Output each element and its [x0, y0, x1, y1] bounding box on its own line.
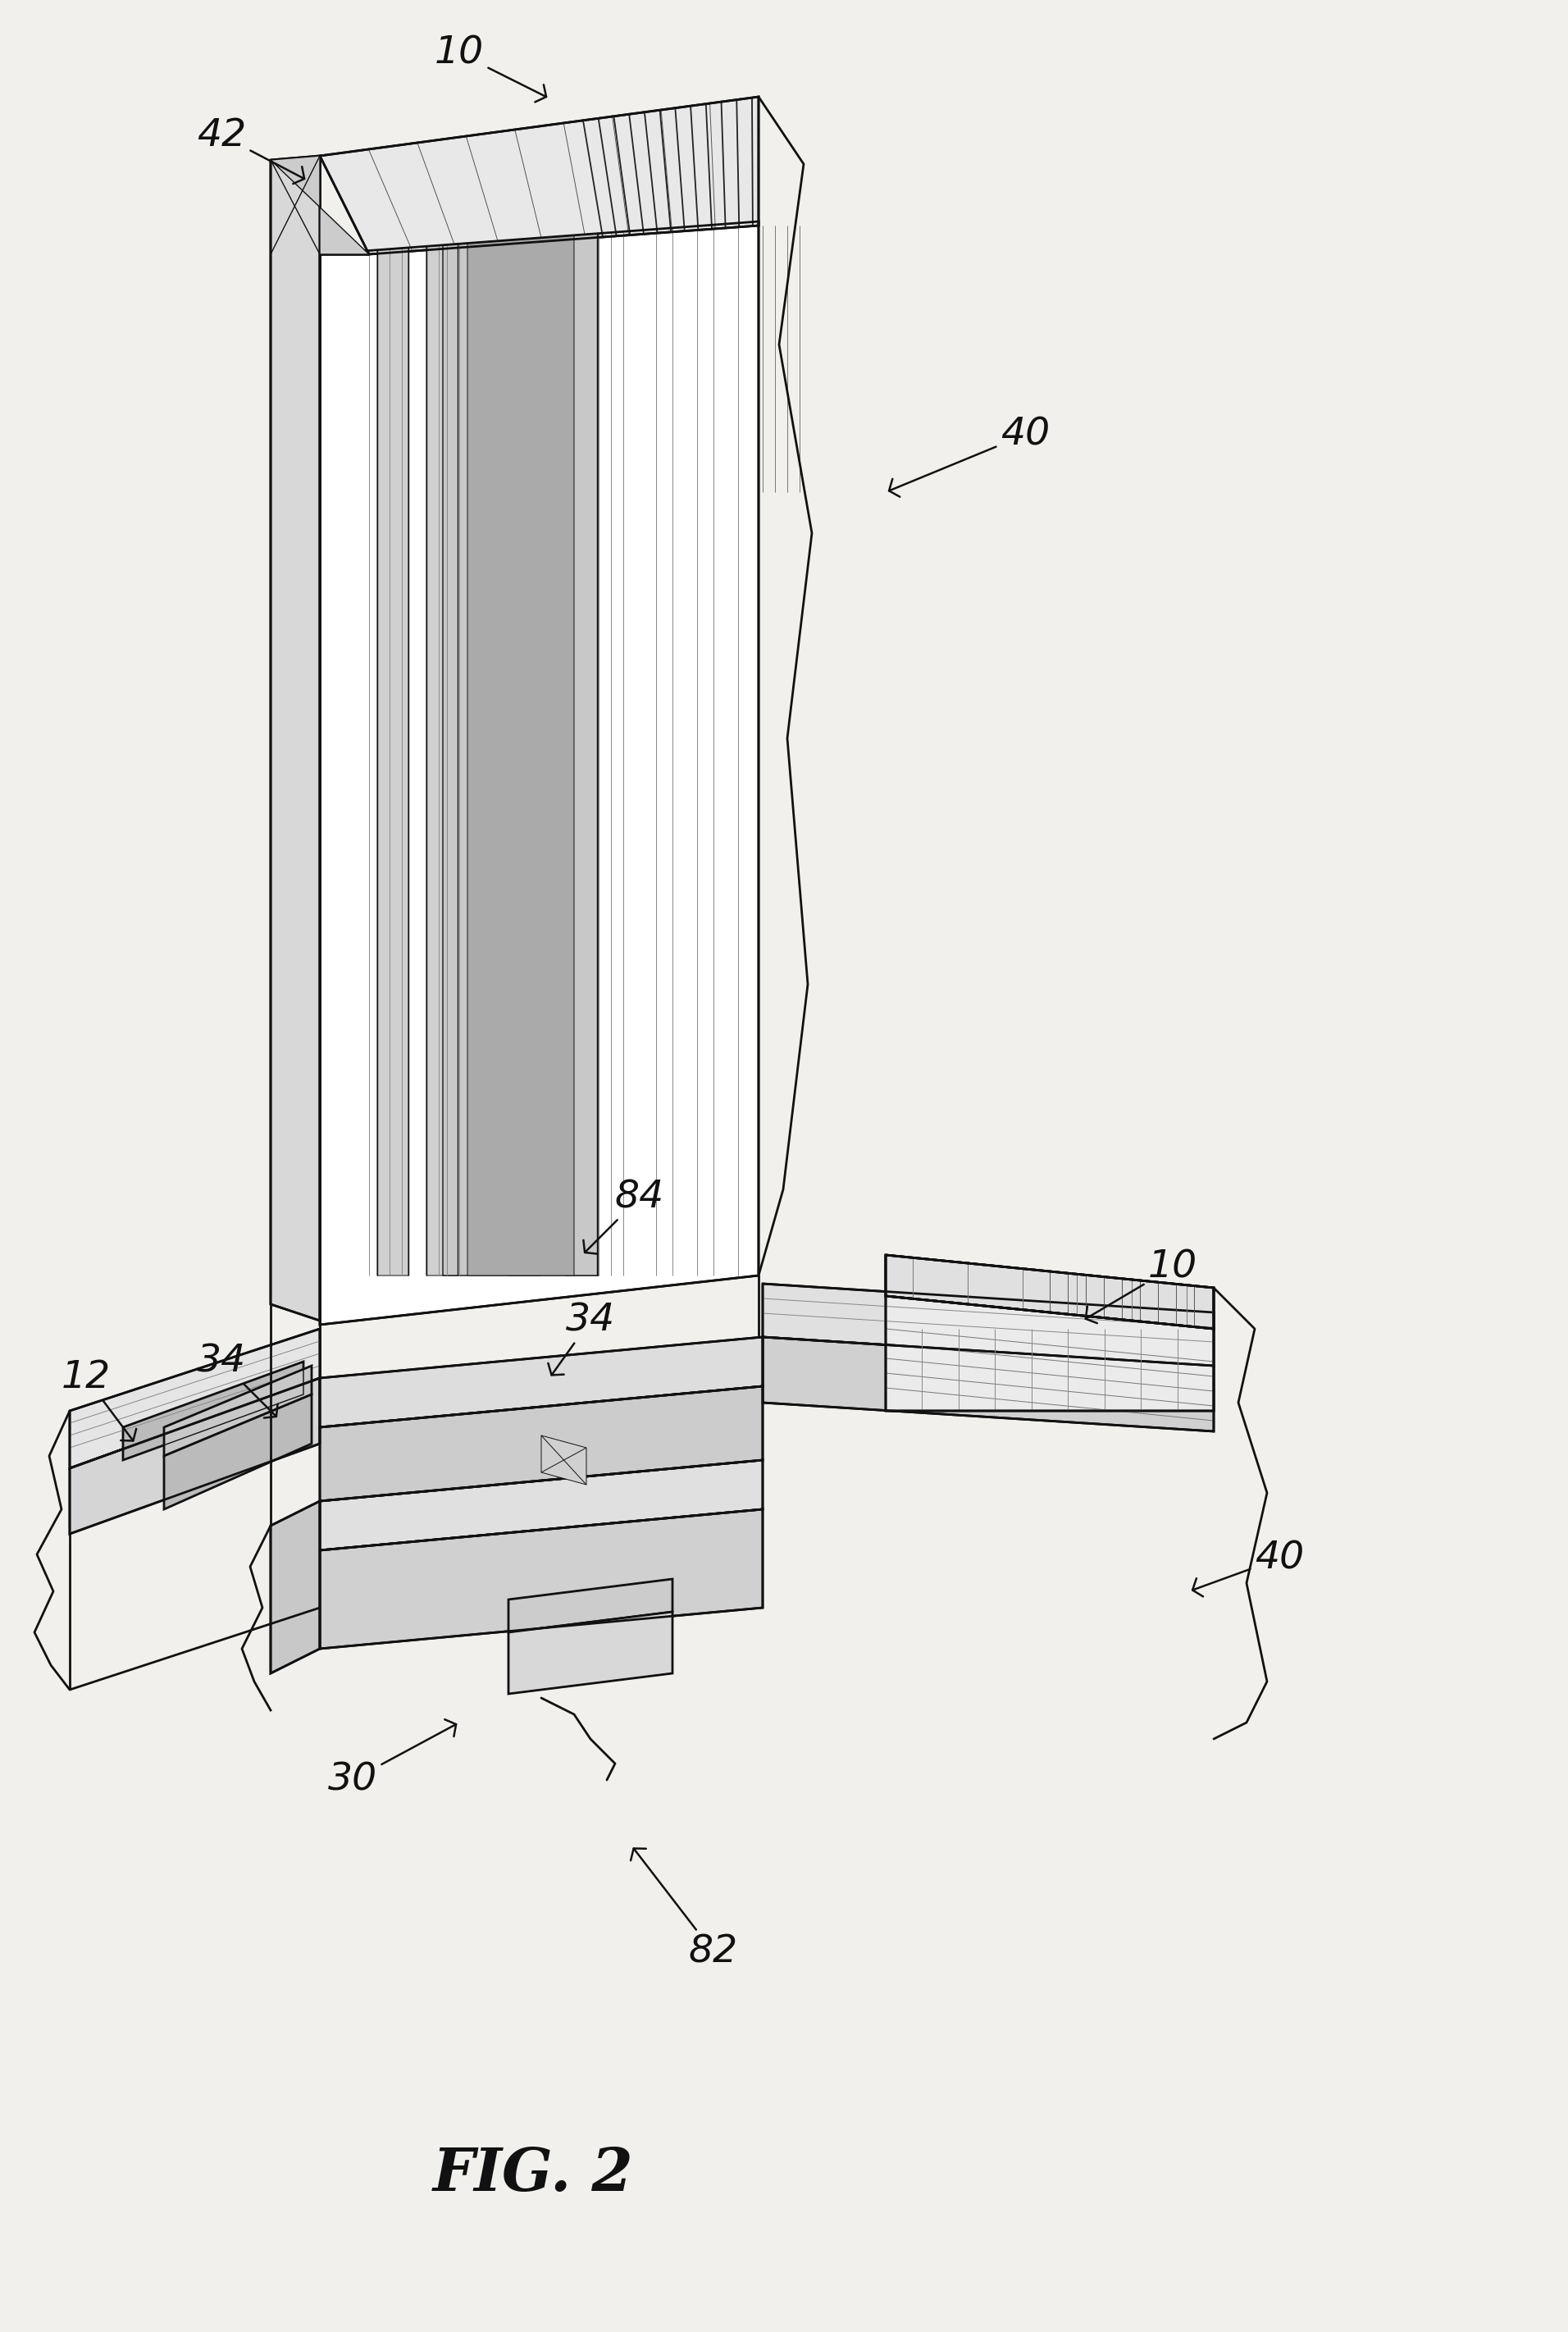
Polygon shape: [541, 1437, 586, 1485]
Polygon shape: [320, 1336, 762, 1427]
Polygon shape: [508, 1611, 673, 1693]
Text: 40: 40: [889, 417, 1051, 497]
Polygon shape: [320, 98, 759, 254]
Polygon shape: [122, 1362, 304, 1460]
Polygon shape: [508, 1579, 673, 1632]
Polygon shape: [467, 236, 574, 1276]
Polygon shape: [271, 1502, 320, 1674]
Text: 84: 84: [583, 1180, 665, 1255]
Polygon shape: [762, 1336, 1214, 1432]
Polygon shape: [378, 247, 408, 1276]
Polygon shape: [320, 222, 759, 1325]
Polygon shape: [320, 1385, 762, 1502]
Text: 30: 30: [328, 1719, 456, 1798]
Polygon shape: [165, 1395, 312, 1509]
Polygon shape: [69, 1378, 320, 1534]
Polygon shape: [271, 156, 320, 1320]
Text: FIG. 2: FIG. 2: [433, 2145, 633, 2204]
Text: 34: 34: [549, 1301, 615, 1376]
Polygon shape: [69, 1329, 320, 1469]
Text: 40: 40: [1193, 1539, 1305, 1597]
Polygon shape: [320, 1509, 762, 1649]
Text: 12: 12: [61, 1360, 136, 1441]
Text: 10: 10: [434, 35, 546, 103]
Polygon shape: [442, 233, 599, 1276]
Polygon shape: [320, 1460, 762, 1551]
Polygon shape: [886, 1297, 1214, 1411]
Polygon shape: [426, 245, 458, 1276]
Text: 82: 82: [630, 1849, 739, 1971]
Polygon shape: [271, 156, 368, 254]
Polygon shape: [165, 1367, 312, 1455]
Polygon shape: [886, 1255, 1214, 1329]
Polygon shape: [508, 238, 539, 1276]
Polygon shape: [886, 1255, 1214, 1329]
Text: 34: 34: [196, 1343, 278, 1418]
Text: 10: 10: [1085, 1250, 1198, 1322]
Text: 42: 42: [196, 117, 304, 184]
Polygon shape: [566, 233, 597, 1276]
Polygon shape: [762, 1283, 1214, 1367]
